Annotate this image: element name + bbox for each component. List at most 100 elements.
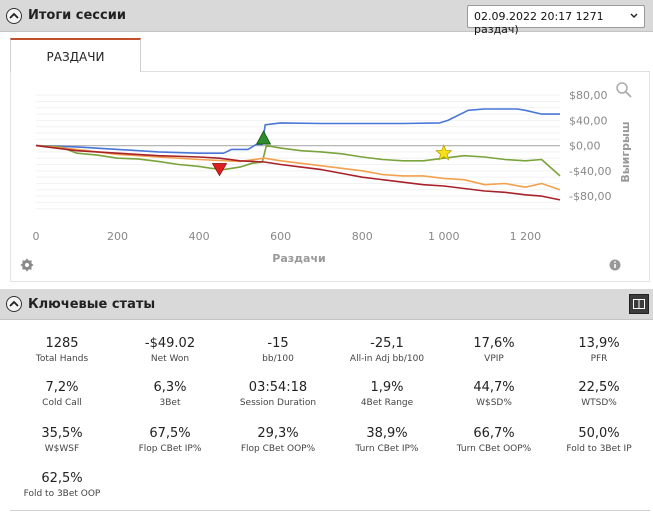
stat-value: 7,2% (45, 380, 79, 395)
stat-label: Fold to 3Bet OOP (23, 489, 101, 499)
stat-item: 1285 Total Hands (10, 336, 114, 364)
stat-value: 1,9% (370, 380, 404, 395)
key-stats-header: Ключевые статы (0, 289, 653, 320)
y-tick-label: $0,00 (569, 140, 601, 153)
stat-item: 66,7% Turn CBet OOP% (442, 426, 546, 454)
series-line-0 (35, 108, 560, 154)
stat-label: bb/100 (262, 354, 294, 364)
stat-item: 44,7% W$SD% (442, 380, 546, 408)
stat-item: -15 bb/100 (226, 336, 330, 364)
stat-item: 62,5% Fold to 3Bet OOP (10, 471, 114, 499)
stat-value: 35,5% (41, 426, 83, 441)
stat-item: 38,9% Turn CBet IP% (335, 426, 439, 454)
stat-item: -$49.02 Net Won (118, 336, 222, 364)
stat-value: 67,5% (149, 426, 191, 441)
series-line-2 (35, 144, 561, 191)
stat-value: -25,1 (370, 336, 404, 351)
biggest-loss-marker (211, 163, 228, 177)
series-line-1 (35, 144, 561, 177)
zoom-icon[interactable] (616, 82, 632, 98)
stat-item: 22,5% WTSD% (547, 380, 651, 408)
session-panel-title: Итоги сессии (28, 8, 126, 23)
stat-value: -15 (267, 336, 289, 351)
chevron-up-icon (9, 12, 19, 19)
stat-label: Cold Call (42, 398, 82, 408)
y-tick-label: $80,00 (569, 89, 608, 102)
stat-item: 50,0% Fold to 3Bet IP (547, 426, 651, 454)
stat-label: Turn CBet IP% (355, 444, 419, 454)
y-tick-label: -$80,00 (569, 190, 611, 203)
tab-bar: РАЗДАЧИ (10, 38, 650, 72)
stat-value: 13,9% (578, 336, 620, 351)
x-tick-label: 400 (189, 230, 210, 243)
stat-label: All-in Adj bb/100 (349, 354, 425, 364)
layout-toggle-button[interactable] (629, 294, 649, 314)
stat-label: Net Won (150, 354, 190, 364)
stat-value: 17,6% (473, 336, 515, 351)
stat-value: 44,7% (473, 380, 515, 395)
stat-label: Session Duration (239, 398, 317, 408)
y-axis-label: Выигрыш (619, 121, 632, 182)
stat-item: 7,2% Cold Call (10, 380, 114, 408)
x-tick-label: 600 (270, 230, 291, 243)
stat-label: Total Hands (35, 354, 89, 364)
stat-item: 17,6% VPIP (442, 336, 546, 364)
stat-label: W$WSF (44, 444, 80, 454)
stat-label: 4Bet Range (360, 398, 414, 408)
stat-label: Turn CBet OOP% (456, 444, 532, 454)
tab-hands[interactable]: РАЗДАЧИ (10, 38, 141, 72)
stat-item: -25,1 All-in Adj bb/100 (335, 336, 439, 364)
info-icon[interactable] (609, 259, 621, 271)
stat-item: 6,3% 3Bet (118, 380, 222, 408)
stat-label: Flop CBet IP% (138, 444, 202, 454)
biggest-win-marker (255, 130, 272, 145)
gear-icon[interactable] (20, 258, 34, 272)
stat-value: 1285 (45, 336, 79, 351)
x-axis-label: Раздачи (272, 252, 325, 265)
stat-label: 3Bet (159, 398, 181, 408)
stat-label: WTSD% (581, 398, 617, 408)
stat-label: VPIP (484, 354, 504, 364)
panel-bottom-border (10, 510, 650, 511)
chevron-up-icon (9, 300, 19, 307)
x-tick-label: 800 (352, 230, 373, 243)
chevron-down-icon (630, 13, 638, 18)
star-marker (435, 144, 453, 161)
stat-value: 62,5% (41, 471, 83, 486)
collapse-stats-button[interactable] (6, 296, 22, 312)
x-tick-label: 0 (33, 230, 40, 243)
stat-value: 66,7% (473, 426, 515, 441)
x-tick-label: 1 000 (428, 230, 460, 243)
y-tick-label: -$40,00 (569, 165, 611, 178)
session-select[interactable]: 02.09.2022 20:17 1271 раздач) (467, 5, 645, 36)
stat-item: 67,5% Flop CBet IP% (118, 426, 222, 454)
stat-label: W$SD% (476, 398, 512, 408)
tab-divider (141, 71, 650, 72)
stat-item: 03:54:18 Session Duration (226, 380, 330, 408)
columns-icon (633, 299, 645, 309)
chart-container: 0 200 400 600 800 1 000 1 200 $80,00 $40,00 $0,00… (10, 72, 650, 282)
stat-value: 50,0% (578, 426, 620, 441)
stat-item: 1,9% 4Bet Range (335, 380, 439, 408)
stat-label: Flop CBet OOP% (240, 444, 316, 454)
winnings-chart: 0 200 400 600 800 1 000 1 200 $80,00 $40,00 $0,00… (20, 82, 632, 272)
key-stats-title: Ключевые статы (28, 297, 156, 312)
stat-value: 29,3% (257, 426, 299, 441)
x-tick-label: 1 200 (510, 230, 542, 243)
stat-value: 38,9% (366, 426, 408, 441)
x-tick-label: 200 (107, 230, 128, 243)
stat-value: 6,3% (153, 380, 187, 395)
collapse-session-button[interactable] (6, 8, 22, 24)
session-panel-header: Итоги сессии 02.09.2022 20:17 1271 разда… (0, 0, 653, 36)
series-line-3 (35, 144, 561, 201)
stat-item: 35,5% W$WSF (10, 426, 114, 454)
stat-label: Fold to 3Bet IP (566, 444, 632, 454)
stat-value: 03:54:18 (248, 380, 308, 395)
session-select-value: 02.09.2022 20:17 1271 раздач) (474, 10, 604, 36)
stat-value: -$49.02 (144, 336, 196, 351)
stat-item: 29,3% Flop CBet OOP% (226, 426, 330, 454)
y-tick-label: $40,00 (569, 114, 608, 127)
stat-label: PFR (590, 354, 608, 364)
stat-item: 13,9% PFR (547, 336, 651, 364)
stat-value: 22,5% (578, 380, 620, 395)
